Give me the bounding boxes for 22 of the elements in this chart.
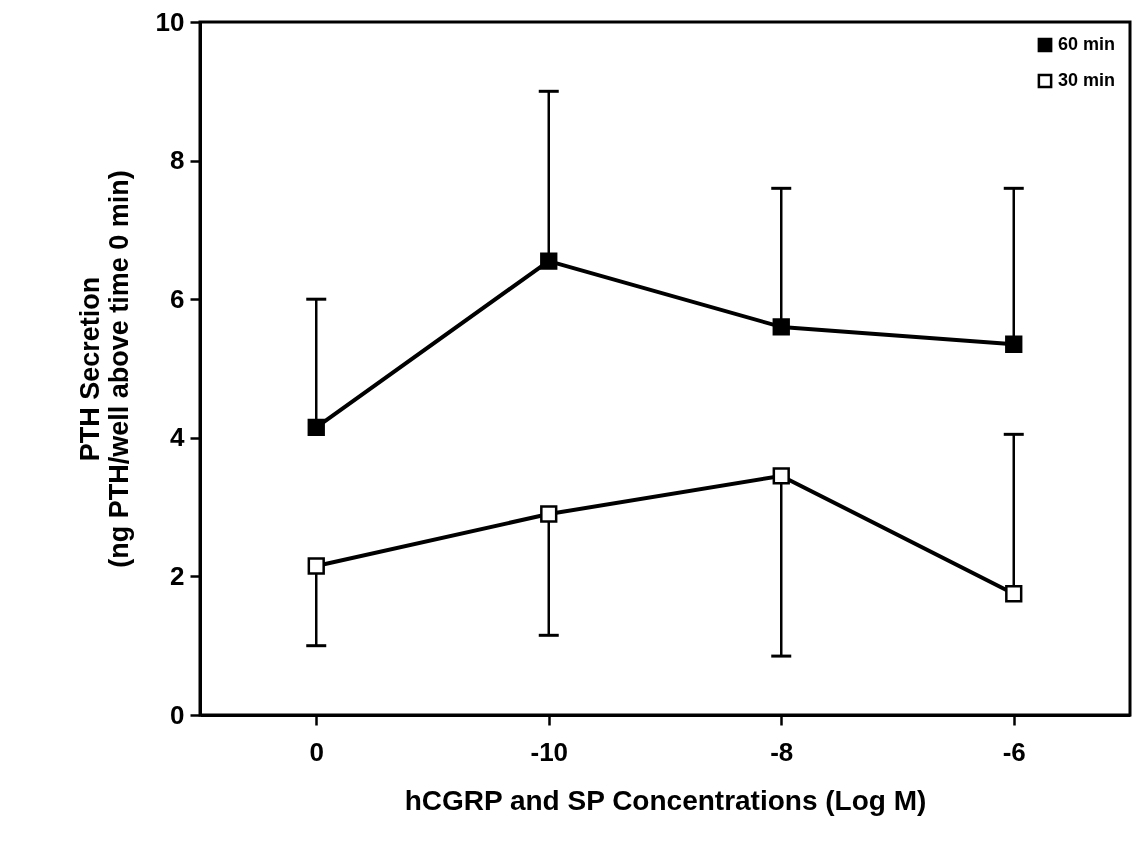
x-tick-label: -10 xyxy=(530,736,569,767)
point xyxy=(540,252,558,270)
point xyxy=(307,418,325,437)
y-tick-label: 6 xyxy=(170,283,185,314)
y-tick-label: 8 xyxy=(170,145,185,176)
y-tick-label: 2 xyxy=(170,560,185,591)
x-tick-label: -8 xyxy=(770,736,794,767)
y-tick-label: 4 xyxy=(170,422,186,453)
point xyxy=(540,505,558,523)
x-tick-label: -6 xyxy=(1002,736,1026,767)
x-tick-label: 0 xyxy=(309,736,324,767)
point xyxy=(772,318,790,336)
y-axis-title: PTH Secretion (ng PTH/well above time 0 min) xyxy=(74,170,134,568)
point xyxy=(1005,585,1023,603)
legend-label: 60 min xyxy=(1058,34,1116,54)
x-axis-title: hCGRP and SP Concentrations (Log M) xyxy=(404,784,927,816)
point xyxy=(307,557,325,575)
point xyxy=(1005,335,1023,353)
y-tick-label: 10 xyxy=(155,6,185,37)
legend-label: 30 min xyxy=(1058,70,1116,90)
point xyxy=(772,467,790,485)
y-tick-label: 0 xyxy=(170,699,185,730)
